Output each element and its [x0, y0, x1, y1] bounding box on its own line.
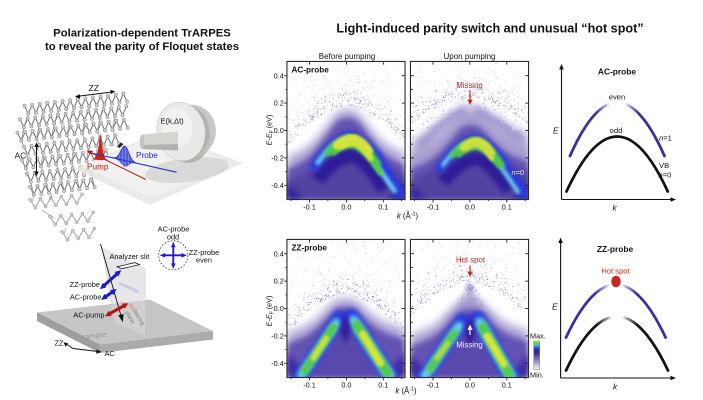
svg-text:Max.: Max.	[530, 332, 546, 341]
svg-text:Pump: Pump	[87, 163, 109, 172]
svg-text:0.0: 0.0	[465, 381, 475, 390]
svg-text:Missing: Missing	[456, 81, 482, 90]
svg-text:Min.: Min.	[530, 371, 544, 380]
svg-text:0.0: 0.0	[274, 126, 284, 135]
svg-text:E-EF (eV): E-EF (eV)	[265, 115, 276, 146]
svg-text:0.1: 0.1	[378, 203, 388, 212]
svg-text:AC-probe: AC-probe	[292, 66, 330, 75]
svg-text:sample: sample	[81, 331, 107, 341]
svg-text:0.2: 0.2	[274, 99, 284, 108]
svg-text:ZZ-probe: ZZ-probe	[70, 280, 100, 289]
svg-text:E: E	[553, 126, 559, 136]
svg-text:odd: odd	[610, 126, 623, 135]
svg-text:n=0: n=0	[512, 168, 525, 177]
svg-text:AC: AC	[105, 349, 116, 358]
svg-text:0.4: 0.4	[274, 249, 284, 258]
svg-text:k (Å-1): k (Å-1)	[397, 212, 419, 221]
svg-text:0.1: 0.1	[502, 203, 512, 212]
svg-text:-0.1: -0.1	[427, 381, 440, 390]
svg-text:-0.2: -0.2	[271, 154, 284, 163]
svg-text:-0.1: -0.1	[303, 203, 316, 212]
svg-text:ZZ: ZZ	[55, 339, 65, 348]
svg-text:Light-induced parity switch an: Light-induced parity switch and unusual …	[336, 22, 643, 36]
svg-text:AC-probe: AC-probe	[70, 292, 102, 301]
svg-text:Missing: Missing	[456, 341, 482, 350]
svg-text:AC-probe: AC-probe	[598, 67, 636, 77]
svg-text:E-EF (eV): E-EF (eV)	[265, 296, 276, 327]
svg-text:-0.1: -0.1	[303, 381, 316, 390]
svg-text:Before pumping: Before pumping	[319, 52, 375, 61]
svg-text:VB: VB	[659, 161, 669, 170]
svg-text:-0.1: -0.1	[427, 203, 440, 212]
svg-text:0.1: 0.1	[378, 381, 388, 390]
svg-text:0.0: 0.0	[341, 381, 351, 390]
svg-text:0.2: 0.2	[274, 277, 284, 286]
svg-text:Probe: Probe	[136, 151, 158, 160]
svg-text:k: k	[613, 203, 618, 213]
svg-text:k: k	[613, 382, 618, 392]
svg-text:AC-pump: AC-pump	[73, 311, 104, 320]
svg-text:n=0: n=0	[659, 171, 672, 180]
svg-text:Analyzer slit: Analyzer slit	[110, 252, 150, 261]
svg-text:-0.2: -0.2	[271, 332, 284, 341]
svg-text:Hot spot: Hot spot	[456, 256, 486, 265]
svg-text:ZZ-probe: ZZ-probe	[189, 248, 219, 257]
svg-text:E: E	[552, 302, 558, 312]
svg-text:0.0: 0.0	[274, 304, 284, 313]
svg-text:ZZ-probe: ZZ-probe	[597, 244, 634, 254]
svg-text:Polarization-dependent TrARPES: Polarization-dependent TrARPES	[53, 28, 231, 40]
svg-text:to reveal the parity of Floque: to reveal the parity of Floquet states	[45, 41, 239, 53]
svg-text:Hot spot: Hot spot	[601, 267, 630, 276]
svg-text:-0.4: -0.4	[271, 359, 284, 368]
svg-text:ZZ: ZZ	[89, 83, 99, 93]
svg-text:0.1: 0.1	[502, 381, 512, 390]
svg-text:even: even	[609, 93, 625, 102]
svg-text:n=1: n=1	[659, 134, 672, 143]
svg-text:ZZ-probe: ZZ-probe	[292, 244, 328, 253]
svg-text:Upon pumping: Upon pumping	[443, 52, 495, 61]
svg-text:E(k,Δt): E(k,Δt)	[161, 117, 185, 126]
svg-text:odd: odd	[167, 232, 179, 241]
svg-text:-0.4: -0.4	[271, 181, 284, 190]
svg-text:AC-probe: AC-probe	[158, 225, 190, 234]
svg-text:0.4: 0.4	[274, 71, 284, 80]
svg-text:0.0: 0.0	[465, 203, 475, 212]
svg-text:n=1: n=1	[512, 124, 525, 133]
svg-text:k (Å-1): k (Å-1)	[395, 387, 417, 396]
svg-text:even: even	[196, 256, 212, 265]
svg-text:0.0: 0.0	[341, 203, 351, 212]
svg-text:AC: AC	[15, 151, 27, 161]
